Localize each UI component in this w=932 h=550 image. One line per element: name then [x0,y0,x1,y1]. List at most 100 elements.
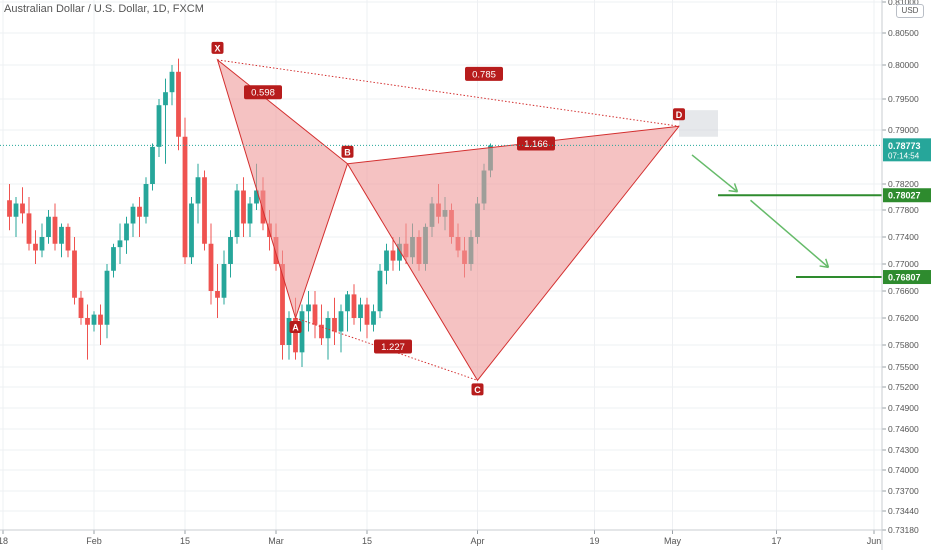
ratio-badge[interactable] [244,85,282,100]
candle-body [254,190,259,204]
projection-arrow-shaft[interactable] [750,199,829,268]
candle-body [195,177,201,204]
price-tick-label: 0.75800 [888,340,919,350]
candle-body [202,177,207,244]
candle-body [293,318,298,353]
candle-body [280,264,285,345]
price-tick-label: 0.76200 [888,313,919,323]
candle-body [117,240,123,248]
candle-body [312,304,318,325]
target-price-label: 0.76807 [888,273,921,283]
time-tick-label: Feb [86,536,102,546]
candle-body [241,190,246,224]
ratio-label: 1.227 [381,342,405,353]
candle-body [371,311,376,325]
candle-body [169,71,175,93]
candle-body [286,318,292,345]
time-tick-label: Apr [470,536,484,546]
ratio-badge[interactable] [517,136,555,151]
candle-body [299,311,305,353]
candle-body [52,216,58,244]
price-tick-label: 0.77000 [888,259,919,269]
target-lines[interactable]: 0.78027 0.76807 [718,188,931,285]
candle-body [163,92,168,106]
candle-body [234,190,240,237]
price-tick-label: 0.77800 [888,205,919,215]
candle-body [20,203,25,214]
ratio-badge[interactable] [465,66,503,81]
candle-body [208,243,214,291]
projection-arrows[interactable] [691,154,830,269]
price-tick-label: 0.74000 [888,465,919,475]
pattern-point-badge[interactable] [471,383,484,396]
candle-body [189,203,194,258]
candle-body [182,136,188,258]
candle-body [98,314,103,325]
projection-arrowhead [728,189,738,193]
price-tick-label: 0.79500 [888,94,919,104]
current-price-label: 0.78773 [888,141,921,151]
price-tick-label: 0.74600 [888,424,919,434]
candle-body [130,206,136,224]
target-price-tag [883,188,931,203]
candle-body [13,203,19,217]
pattern-point-badge[interactable] [341,145,354,158]
time-axis[interactable]: 18Feb15Mar15Apr19May17Jun14Jul [0,529,932,546]
candle-body [111,247,116,271]
pattern-triangle-xab[interactable] [216,58,349,320]
time-tick-label: 15 [180,536,190,546]
candle-body [124,223,129,241]
harmonic-pattern[interactable]: X A B C D 0.598 0.785 1.166 1.227 [211,41,719,396]
currency-button[interactable]: USD [896,4,924,18]
current-price-tag[interactable] [883,138,931,162]
price-tick-label: 0.75500 [888,362,919,372]
candle-body [150,146,155,184]
candle-body [221,264,227,298]
candle-body [7,200,12,217]
candle-body [228,237,233,264]
candle-body [65,226,71,251]
candle-body [78,297,84,318]
time-tick-label: 15 [362,536,372,546]
candle-body [143,184,149,217]
target-price-label: 0.78027 [888,191,921,201]
candle-body [319,324,324,339]
price-tick-label: 0.80500 [888,28,919,38]
candle-body [72,250,77,298]
time-tick-label: 19 [589,536,599,546]
d-completion-zone[interactable] [679,110,718,137]
price-tick-label: 0.77400 [888,232,919,242]
projection-arrowhead [819,265,829,269]
candle-body [39,237,45,251]
pattern-point-label: X [214,43,220,53]
price-tick-label: 0.80000 [888,60,919,70]
candle-body [397,243,402,261]
candle-body [176,71,181,137]
time-tick-label: 17 [771,536,781,546]
time-tick-label: May [664,536,682,546]
ratio-label: 1.166 [524,139,548,150]
projection-arrow-shaft[interactable] [691,154,738,193]
ratio-badge[interactable] [374,339,412,354]
price-tick-label: 0.79000 [888,125,919,135]
pattern-line-ac [295,317,478,381]
pattern-point-badge[interactable] [289,321,302,333]
price-tick-label: 0.74900 [888,403,919,413]
candle-body [306,304,311,312]
price-tick-label: 0.75200 [888,382,919,392]
candle-body [384,250,389,271]
time-tick-label: 18 [0,536,8,546]
time-tick-label: Mar [268,536,284,546]
candle-body [104,270,110,325]
pattern-point-badge[interactable] [211,41,224,54]
target-price-tag [883,270,931,285]
candle-body [364,304,370,325]
pattern-point-label: D [676,110,683,120]
pattern-line-xd [217,59,680,127]
pattern-point-badge[interactable] [673,108,685,121]
price-tick-label: 0.78200 [888,179,919,189]
candle-body [351,294,357,318]
candle-body [46,216,51,237]
